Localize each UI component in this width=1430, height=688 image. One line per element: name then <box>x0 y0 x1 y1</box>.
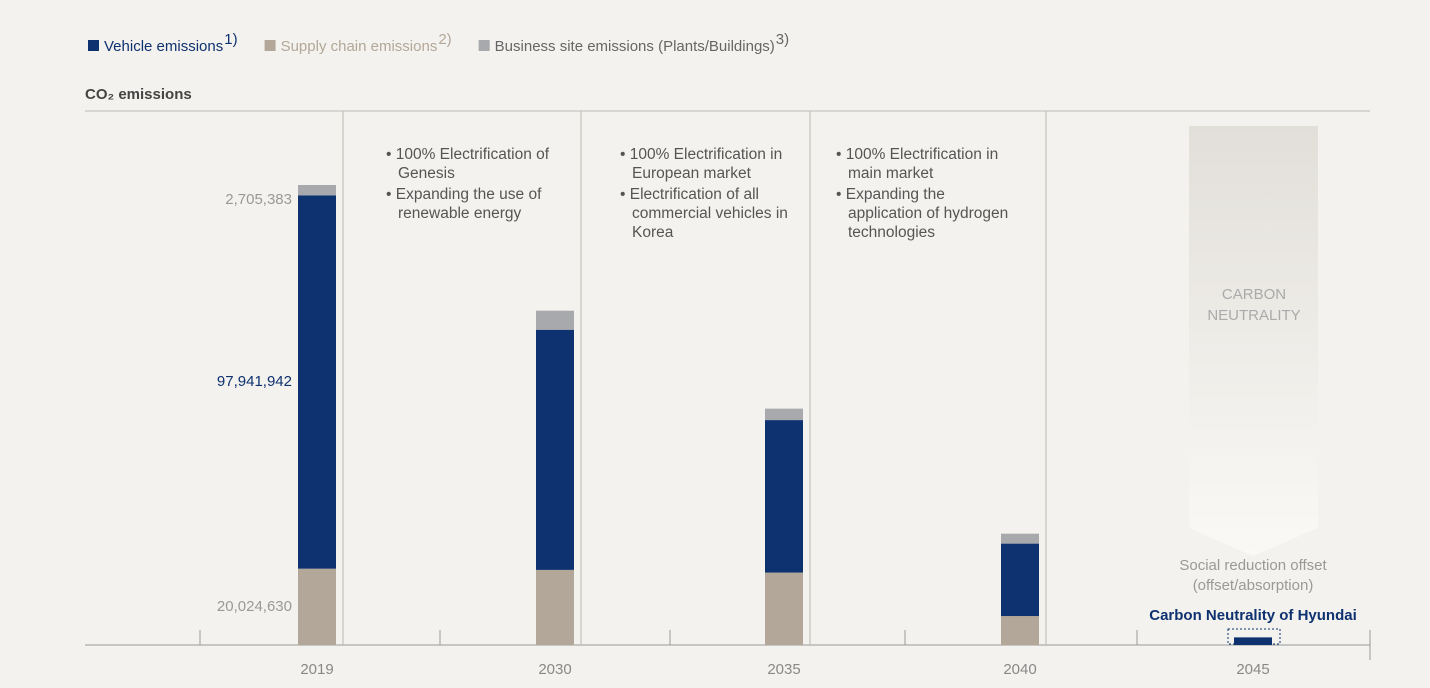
separators <box>342 111 1047 645</box>
bar-segment <box>1001 616 1039 645</box>
x-tick-label: 2045 <box>1236 661 1269 678</box>
x-tick-label: 2030 <box>538 661 571 678</box>
axis-ticks <box>199 630 1371 660</box>
legend-label: Vehicle emissions <box>104 38 223 55</box>
value-label: 97,941,942 <box>217 373 292 390</box>
bar-segment <box>1001 533 1039 544</box>
value-label: 2,705,383 <box>225 191 292 208</box>
phase-notes: 100% Electrification in main marketExpan… <box>836 145 1021 244</box>
bar-segment <box>536 569 574 645</box>
legend-swatch <box>478 40 490 51</box>
x-tick-label: 2019 <box>300 661 333 678</box>
phase-item: Expanding the use of renewable energy <box>386 185 571 223</box>
bar-segment <box>1234 637 1272 645</box>
phase-notes: 100% Electrification in European marketE… <box>620 145 805 244</box>
bar-segment <box>536 310 574 330</box>
bar-segment <box>298 568 336 645</box>
goal-arrow-text: CARBON NEUTRALITY <box>1207 286 1301 324</box>
x-tick-label: 2035 <box>767 661 800 678</box>
legend-swatch <box>264 40 276 51</box>
legend-label: Business site emissions (Plants/Building… <box>495 38 775 55</box>
bar-segment <box>536 329 574 570</box>
offset-note: Social reduction offset (offset/absorpti… <box>1179 557 1327 594</box>
value-label: 20,024,630 <box>217 598 292 615</box>
legend-footnote: 2) <box>438 31 451 48</box>
phase-item: Expanding the application of hydrogen te… <box>836 185 1021 242</box>
goal-label: Carbon Neutrality of Hyundai <box>1149 607 1357 624</box>
bar-segment <box>298 185 336 196</box>
x-tick-label: 2040 <box>1003 661 1036 678</box>
legend-footnote: 1) <box>224 31 237 48</box>
legend-footnote: 3) <box>776 31 789 48</box>
phase-notes: 100% Electrification of GenesisExpanding… <box>386 145 571 225</box>
y-axis-label: CO₂ emissions <box>85 86 192 103</box>
goal-arrow <box>1189 126 1318 556</box>
phase-item: Electrification of all commercial vehicl… <box>620 185 805 242</box>
phase-item: 100% Electrification in European market <box>620 145 805 183</box>
legend-swatch <box>88 40 99 51</box>
bar-segment <box>765 408 803 421</box>
bar-segment <box>765 420 803 573</box>
bar-segment <box>765 572 803 645</box>
bar-segment <box>1001 543 1039 617</box>
phase-item: 100% Electrification of Genesis <box>386 145 571 183</box>
phase-item: 100% Electrification in main market <box>836 145 1021 183</box>
bar-segment <box>298 195 336 569</box>
legend-label: Supply chain emissions <box>281 38 438 55</box>
